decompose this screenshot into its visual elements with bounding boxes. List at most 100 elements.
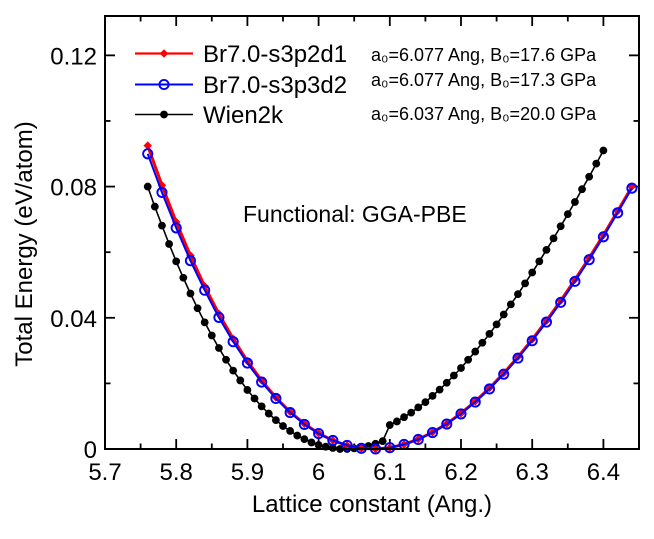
- legend-label-series2: Br7.0-s3p3d2: [203, 72, 347, 99]
- open-circle-marker: [626, 182, 638, 194]
- open-circle-marker: [313, 428, 325, 440]
- x-tick-label: 5.8: [160, 459, 193, 486]
- filled-circle-marker: [393, 417, 401, 426]
- filled-circle-marker: [378, 437, 387, 446]
- filled-circle-marker: [542, 245, 551, 254]
- filled-circle-marker: [428, 391, 437, 400]
- open-circle-marker: [426, 427, 439, 439]
- open-circle-marker: [327, 434, 339, 447]
- open-circle-marker: [455, 408, 467, 420]
- filled-circle-marker: [385, 421, 394, 429]
- open-circle-marker: [199, 284, 211, 296]
- open-circle-marker: [555, 296, 567, 308]
- open-circle-marker: [612, 207, 624, 219]
- x-axis-title: Lattice constant (Ang.): [252, 491, 492, 518]
- filled-circle-marker: [549, 234, 558, 243]
- open-circle-marker: [270, 392, 282, 405]
- filled-circle-marker: [521, 279, 529, 288]
- legend-label-series1: Br7.0-s3p2d1: [203, 41, 347, 68]
- filled-circle-marker: [160, 110, 168, 119]
- filled-circle-marker: [492, 320, 501, 329]
- open-circle-marker: [227, 336, 239, 348]
- open-circle-marker: [170, 222, 182, 234]
- filled-circle-marker: [457, 364, 465, 372]
- open-circle-marker: [142, 148, 154, 160]
- filled-circle-marker: [243, 386, 252, 394]
- filled-circle-marker: [506, 300, 515, 309]
- series-br7-0-s3p3d2: [142, 148, 638, 455]
- open-circle-marker: [583, 254, 595, 266]
- filled-circle-marker: [165, 240, 173, 248]
- filled-circle-marker: [435, 385, 444, 394]
- filled-circle-marker: [578, 185, 586, 194]
- filled-circle-marker: [571, 198, 579, 206]
- x-tick-label: 5.9: [231, 459, 264, 486]
- x-tick-label: 6.2: [444, 459, 477, 486]
- filled-circle-marker: [279, 422, 287, 430]
- x-tick-label: 6.1: [373, 459, 406, 486]
- fit-annotation-series1: a₀=6.077 Ang, B₀=17.6 GPa: [371, 45, 597, 65]
- diamond-marker: [159, 49, 169, 58]
- x-tick-label: 5.7: [88, 459, 121, 486]
- fit-annotation-series2: a₀=6.077 Ang, B₀=17.3 GPa: [371, 70, 597, 90]
- tick-labels-layer: 5.7 5.8 5.9 6 6.1 6.2 6.3 6.4 0 0.04 0.08 0.12: [50, 43, 620, 486]
- filled-circle-marker: [514, 290, 522, 299]
- legend: Br7.0-s3p2d1 Br7.0-s3p3d2 Wien2k: [135, 41, 347, 129]
- filled-circle-marker: [236, 376, 245, 385]
- diamond-marker: [143, 141, 152, 150]
- filled-circle-marker: [222, 355, 230, 364]
- open-circle-marker: [412, 433, 424, 446]
- y-tick-label: 0.08: [50, 175, 97, 202]
- filled-circle-marker: [449, 371, 458, 380]
- filled-circle-marker: [207, 331, 216, 340]
- filled-circle-marker: [407, 408, 416, 417]
- open-circle-marker: [298, 418, 310, 430]
- open-circle-marker: [256, 376, 268, 388]
- filled-circle-marker: [186, 289, 195, 298]
- open-circle-marker: [498, 368, 510, 380]
- open-circle-marker: [569, 275, 581, 287]
- filled-circle-marker: [215, 344, 223, 352]
- open-circle-marker: [526, 335, 538, 347]
- open-circle-marker: [441, 418, 453, 430]
- open-circle-marker: [469, 396, 481, 408]
- x-tick-label: 6.3: [516, 459, 549, 486]
- open-circle-marker: [184, 255, 196, 267]
- filled-circle-marker: [528, 268, 537, 277]
- series-layer: [142, 141, 638, 455]
- filled-circle-marker: [293, 431, 302, 440]
- y-tick-label: 0: [84, 437, 97, 464]
- open-circle-marker: [540, 316, 552, 328]
- plot-frame: [104, 15, 640, 450]
- filled-circle-marker: [286, 427, 295, 435]
- filled-circle-marker: [300, 435, 309, 444]
- y-tick-label: 0.04: [50, 306, 97, 333]
- open-circle-marker: [597, 231, 609, 243]
- filled-circle-marker: [314, 441, 323, 449]
- filled-circle-marker: [471, 347, 480, 356]
- open-circle-marker: [384, 442, 396, 454]
- filled-circle-marker: [421, 398, 430, 406]
- fit-annotation-series3: a₀=6.037 Ang, B₀=20.0 GPa: [371, 104, 597, 124]
- filled-circle-marker: [200, 318, 209, 327]
- open-circle-marker: [241, 357, 253, 369]
- filled-circle-marker: [442, 378, 451, 387]
- series-line: [146, 153, 633, 450]
- filled-circle-marker: [400, 413, 408, 422]
- y-axis-title: Total Energy (eV/atom): [11, 121, 38, 366]
- filled-circle-marker: [556, 222, 565, 231]
- filled-circle-marker: [307, 438, 316, 447]
- legend-label-series3: Wien2k: [203, 102, 284, 129]
- series-wien2k: [143, 146, 608, 453]
- diamond-marker: [228, 334, 238, 343]
- open-circle-marker: [512, 352, 524, 364]
- filled-circle-marker: [499, 310, 508, 319]
- filled-circle-marker: [229, 366, 238, 375]
- open-circle-marker: [284, 407, 296, 419]
- filled-circle-marker: [250, 394, 259, 403]
- filled-circle-marker: [464, 355, 473, 364]
- x-tick-label: 6.4: [587, 459, 620, 486]
- filled-circle-marker: [535, 257, 544, 266]
